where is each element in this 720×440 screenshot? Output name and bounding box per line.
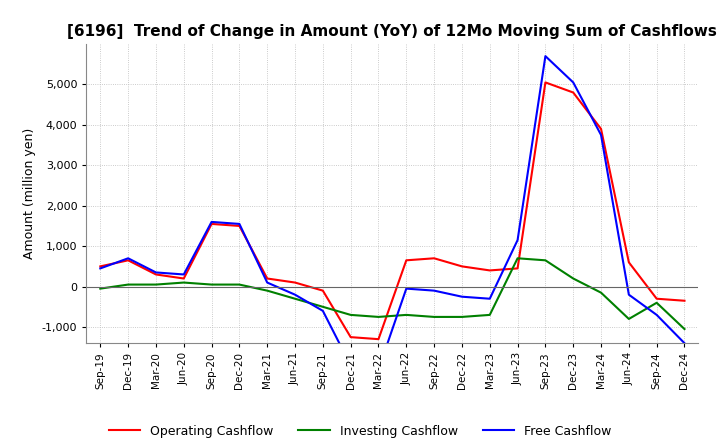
Operating Cashflow [485,268,494,273]
Line: Investing Cashflow: Investing Cashflow [100,258,685,329]
Free Cashflow [680,341,689,346]
Investing Cashflow [430,314,438,319]
Operating Cashflow [124,258,132,263]
Investing Cashflow [680,326,689,332]
Free Cashflow [152,270,161,275]
Investing Cashflow [485,312,494,318]
Free Cashflow [513,238,522,243]
Operating Cashflow [346,334,355,340]
Free Cashflow [207,219,216,224]
Free Cashflow [96,266,104,271]
Free Cashflow [652,312,661,318]
Operating Cashflow [597,126,606,132]
Line: Operating Cashflow: Operating Cashflow [100,82,685,339]
Operating Cashflow [152,272,161,277]
Free Cashflow [597,132,606,138]
Investing Cashflow [291,296,300,301]
Free Cashflow [430,288,438,293]
Operating Cashflow [541,80,550,85]
Free Cashflow [569,80,577,85]
Operating Cashflow [402,258,410,263]
Operating Cashflow [96,264,104,269]
Investing Cashflow [235,282,243,287]
Legend: Operating Cashflow, Investing Cashflow, Free Cashflow: Operating Cashflow, Investing Cashflow, … [104,420,616,440]
Investing Cashflow [124,282,132,287]
Operating Cashflow [318,288,327,293]
Operating Cashflow [680,298,689,304]
Operating Cashflow [458,264,467,269]
Investing Cashflow [513,256,522,261]
Free Cashflow [346,363,355,368]
Investing Cashflow [179,280,188,285]
Operating Cashflow [179,276,188,281]
Operating Cashflow [569,90,577,95]
Free Cashflow [263,280,271,285]
Operating Cashflow [263,276,271,281]
Line: Free Cashflow: Free Cashflow [100,56,685,370]
Free Cashflow [291,292,300,297]
Free Cashflow [318,308,327,313]
Operating Cashflow [374,337,383,342]
Free Cashflow [541,54,550,59]
Free Cashflow [124,256,132,261]
Y-axis label: Amount (million yen): Amount (million yen) [23,128,36,259]
Investing Cashflow [346,312,355,318]
Operating Cashflow [513,266,522,271]
Free Cashflow [402,286,410,291]
Investing Cashflow [541,258,550,263]
Free Cashflow [374,367,383,372]
Operating Cashflow [430,256,438,261]
Investing Cashflow [597,290,606,295]
Investing Cashflow [374,314,383,319]
Free Cashflow [235,221,243,227]
Operating Cashflow [624,260,633,265]
Investing Cashflow [624,316,633,322]
Investing Cashflow [152,282,161,287]
Operating Cashflow [235,224,243,229]
Operating Cashflow [291,280,300,285]
Investing Cashflow [458,314,467,319]
Free Cashflow [179,272,188,277]
Investing Cashflow [263,288,271,293]
Free Cashflow [485,296,494,301]
Investing Cashflow [207,282,216,287]
Investing Cashflow [96,286,104,291]
Operating Cashflow [652,296,661,301]
Free Cashflow [458,294,467,299]
Free Cashflow [624,292,633,297]
Investing Cashflow [569,276,577,281]
Investing Cashflow [318,304,327,309]
Investing Cashflow [402,312,410,318]
Operating Cashflow [207,221,216,227]
Investing Cashflow [652,300,661,305]
Title: [6196]  Trend of Change in Amount (YoY) of 12Mo Moving Sum of Cashflows: [6196] Trend of Change in Amount (YoY) o… [68,24,717,39]
